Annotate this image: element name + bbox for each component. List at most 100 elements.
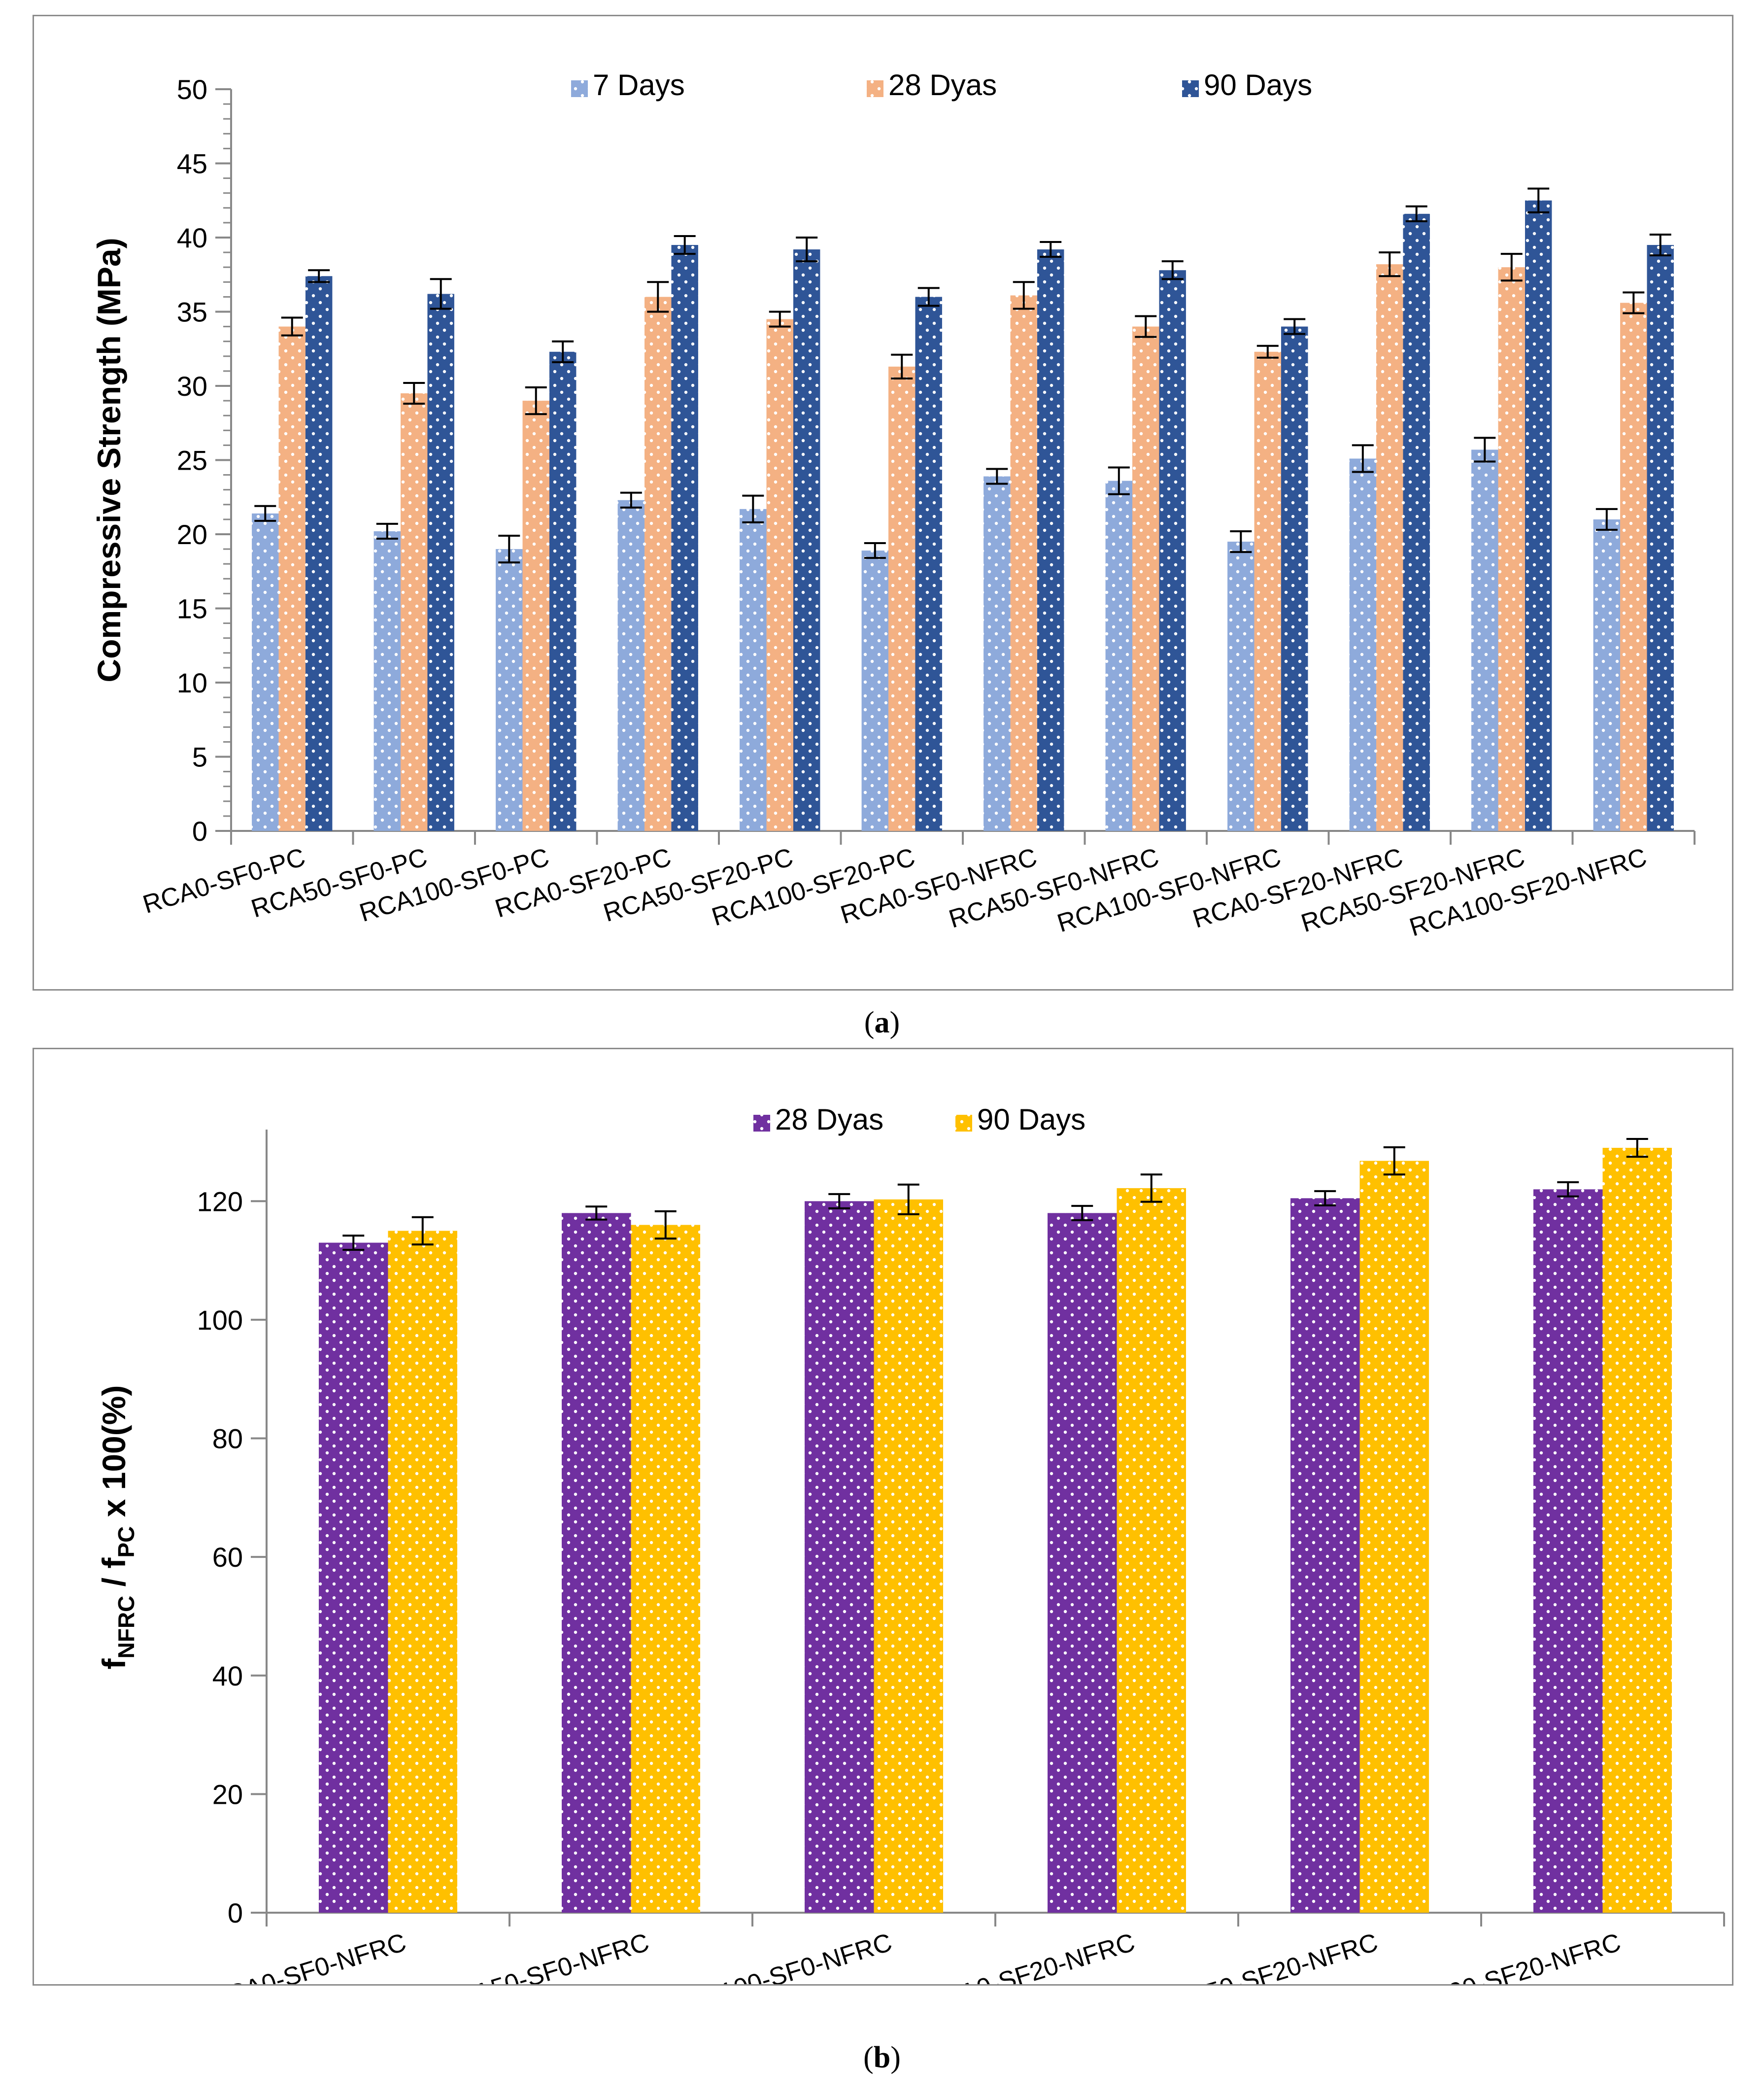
error-bar-28-dyas-rca100-sf0-nfrc [828, 1193, 850, 1209]
bar-7-days-rca0-sf20-nfrc [1349, 458, 1377, 831]
bar-28-dyas-rca50-sf20-nfrc [1498, 267, 1525, 831]
series-28-dyas [278, 251, 1647, 831]
bar-90-days-rca0-sf20-nfrc [1403, 213, 1430, 831]
caption-a: (a) [864, 1006, 900, 1039]
bar-90-days-rca50-sf20-pc [793, 249, 820, 831]
bar-28-dyas-rca100-sf0-pc [522, 401, 549, 831]
bar-90-days-rca100-sf0-nfrc [874, 1199, 944, 1913]
error-bar-90-days-rca100-sf0-nfrc [897, 1183, 919, 1215]
error-bar-90-days-rca0-sf20-nfrc [1405, 205, 1427, 222]
y-tick-label: 50 [177, 74, 207, 105]
bar-28-dyas-rca100-sf0-nfrc [804, 1201, 874, 1913]
bar-28-dyas-rca100-sf0-nfrc [1254, 351, 1281, 831]
error-bar-28-dyas-rca50-sf20-pc [769, 310, 791, 328]
error-bar-90-days-rca100-sf20-pc [917, 287, 940, 307]
error-bar-28-dyas-rca50-sf20-nfrc [1314, 1190, 1336, 1206]
legend-label: 90 Days [1204, 69, 1312, 102]
error-bar-28-dyas-rca0-sf0-nfrc [342, 1235, 365, 1251]
error-bar-28-dyas-rca0-sf20-nfrc [1379, 251, 1401, 277]
error-bar-90-days-rca50-sf20-pc [796, 237, 818, 263]
y-tick-label: 25 [177, 445, 207, 476]
bar-90-days-rca0-sf0-pc [305, 276, 333, 831]
error-bar-7-days-rca50-sf0-pc [376, 522, 398, 540]
error-bar-90-days-rca50-sf0-nfrc [654, 1210, 677, 1240]
bar-90-days-rca50-sf0-nfrc [1159, 270, 1186, 831]
bar-7-days-rca100-sf0-pc [496, 549, 523, 831]
y-tick-label: 100 [197, 1305, 243, 1336]
error-bar-28-dyas-rca50-sf20-nfrc [1500, 253, 1523, 282]
error-bar-90-days-rca100-sf20-nfrc [1649, 233, 1671, 257]
error-bar-7-days-rca50-sf20-nfrc [1474, 437, 1496, 463]
bar-28-dyas-rca0-sf20-nfrc [1376, 264, 1403, 831]
y-tick-label: 45 [177, 148, 207, 179]
bar-28-dyas-rca0-sf0-pc [278, 326, 305, 831]
error-bar-90-days-rca0-sf0-nfrc [1040, 241, 1062, 258]
chart-a-svg: 05101520253035404550RCA0-SF0-PCRCA50-SF0… [91, 69, 1696, 942]
chart-panel-a: 0 5 10 15 20 25 30 35 40 45 50 RCA0-SF0-PC RCA50-SF0… [33, 15, 1733, 991]
error-bar-28-dyas-rca0-sf20-nfrc [1071, 1204, 1093, 1221]
y-tick-label: 120 [197, 1186, 243, 1217]
bar-28-dyas-rca50-sf20-pc [766, 319, 793, 831]
y-tick-label: 20 [177, 519, 207, 550]
bar-7-days-rca100-sf20-pc [861, 550, 889, 831]
legend-item-7-days: 7 Days [571, 69, 685, 102]
caption-b: (b) [863, 2041, 901, 2074]
bar-28-dyas-rca0-sf20-nfrc [1047, 1213, 1117, 1913]
error-bar-7-days-rca0-sf20-pc [620, 491, 642, 509]
error-bar-90-days-rca50-sf20-nfrc [1383, 1146, 1405, 1176]
bar-7-days-rca100-sf0-nfrc [1227, 542, 1255, 831]
error-bar-90-days-rca100-sf0-nfrc [1284, 318, 1306, 335]
error-bar-28-dyas-rca0-sf20-pc [647, 281, 669, 313]
bar-7-days-rca0-sf0-nfrc [984, 476, 1011, 831]
y-tick-label: 60 [212, 1542, 243, 1573]
error-bar-28-dyas-rca100-sf0-nfrc [1256, 344, 1279, 359]
bar-28-dyas-rca50-sf0-pc [401, 393, 428, 831]
bar-90-days-rca50-sf20-nfrc [1525, 200, 1552, 831]
series-28-dyas [318, 1181, 1603, 1913]
error-bar-90-days-rca50-sf0-nfrc [1161, 260, 1184, 280]
legend-item-28-dyas: 28 Dyas [867, 69, 997, 102]
x-tick-label: RCA100-SF0-NFRC [665, 1928, 895, 1984]
caption-a-letter: a [874, 1006, 890, 1039]
error-bar-7-days-rca100-sf0-pc [498, 535, 520, 564]
x-tick-label: RCA50-SF0-NFRC [436, 1928, 652, 1984]
error-bar-7-days-rca0-sf20-nfrc [1352, 444, 1374, 473]
bar-7-days-rca50-sf0-pc [373, 531, 401, 831]
bar-7-days-rca50-sf20-nfrc [1471, 449, 1498, 831]
error-bar-28-dyas-rca0-sf0-pc [281, 316, 303, 337]
error-bar-7-days-rca0-sf0-pc [254, 505, 276, 522]
bar-90-days-rca0-sf0-nfrc [1037, 249, 1064, 831]
y-axis-label: Compressive Strength (MPa) [91, 238, 127, 682]
error-bar-90-days-rca50-sf20-nfrc [1527, 187, 1550, 213]
error-bar-90-days-rca0-sf20-nfrc [1140, 1173, 1162, 1203]
bar-28-dyas-rca50-sf0-nfrc [1132, 326, 1159, 831]
x-tick-label: RCA100-SF20-NFRC [1380, 1928, 1624, 1984]
error-bar-90-days-rca0-sf0-pc [308, 269, 330, 283]
error-bar-7-days-rca100-sf20-nfrc [1595, 508, 1618, 531]
bar-28-dyas-rca100-sf20-pc [888, 366, 916, 831]
bar-28-dyas-rca50-sf20-nfrc [1290, 1198, 1360, 1913]
error-bar-28-dyas-rca0-sf0-nfrc [1013, 281, 1035, 310]
bar-90-days-rca0-sf20-nfrc [1117, 1188, 1187, 1913]
bar-90-days-rca100-sf20-nfrc [1602, 1148, 1672, 1913]
error-bar-7-days-rca50-sf20-pc [742, 494, 764, 523]
series-90-days [305, 187, 1674, 831]
y-tick-label: 10 [177, 667, 207, 698]
bar-90-days-rca100-sf0-pc [549, 351, 577, 831]
legend-label: 28 Dyas [888, 69, 997, 102]
y-tick-label: 40 [212, 1660, 243, 1691]
error-bar-90-days-rca0-sf20-pc [674, 235, 696, 255]
y-tick-label: 20 [212, 1779, 243, 1810]
bar-7-days-rca0-sf20-pc [617, 500, 645, 831]
legend-swatch [753, 1115, 770, 1132]
bar-90-days-rca50-sf0-nfrc [631, 1225, 701, 1913]
bar-90-days-rca50-sf0-pc [427, 294, 454, 831]
legend-label: 28 Dyas [775, 1103, 883, 1136]
legend-item-90-days: 90 Days [1182, 69, 1312, 102]
error-bar-7-days-rca0-sf0-nfrc [986, 468, 1008, 485]
bar-28-dyas-rca0-sf0-nfrc [1010, 295, 1037, 831]
x-tick-label: RCA0-SF20-NFRC [921, 1928, 1138, 1984]
error-bar-7-days-rca50-sf0-nfrc [1108, 466, 1130, 495]
legend-swatch [571, 80, 588, 97]
legend-swatch [1182, 80, 1199, 97]
